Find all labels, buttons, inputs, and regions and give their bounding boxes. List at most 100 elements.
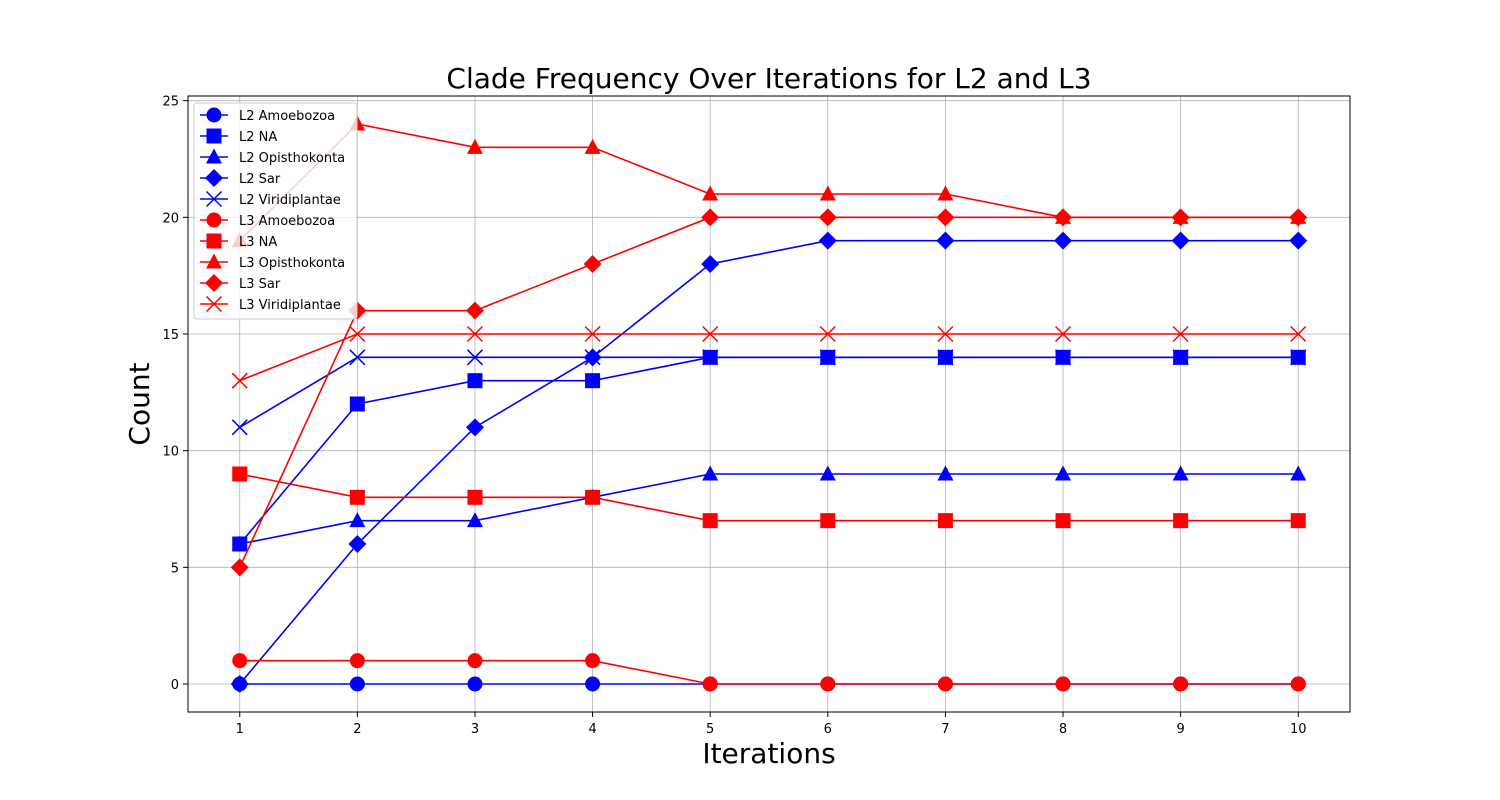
- data-point: [1054, 231, 1073, 250]
- data-point: [467, 653, 483, 669]
- data-point: [466, 349, 484, 366]
- data-point: [1289, 231, 1308, 250]
- legend-entry: L2 Viridiplantae: [200, 190, 341, 208]
- data-point: [349, 489, 365, 505]
- data-point: [231, 419, 248, 436]
- data-point: [585, 489, 601, 505]
- data-point: [584, 349, 601, 366]
- data-point: [466, 138, 483, 154]
- data-point: [349, 349, 366, 366]
- legend-label: L3 Viridiplantae: [239, 298, 341, 313]
- data-point: [1171, 208, 1190, 227]
- legend-entry: L3 Opisthokonta: [200, 253, 345, 271]
- x-tick-label: 8: [1059, 722, 1067, 737]
- data-point: [1171, 231, 1190, 250]
- x-tick-label: 7: [941, 722, 949, 737]
- data-point: [1289, 208, 1308, 227]
- x-tick-label: 1: [236, 722, 244, 737]
- chart-title: Clade Frequency Over Iterations for L2 a…: [446, 62, 1091, 95]
- series-l2-viridiplantae: [231, 349, 1307, 436]
- y-tick-label: 20: [162, 211, 179, 226]
- data-point: [465, 301, 484, 320]
- x-tick-label: 9: [1176, 722, 1184, 737]
- data-point: [585, 653, 601, 669]
- legend-marker: [206, 107, 222, 123]
- data-point: [820, 676, 836, 692]
- data-point: [583, 255, 602, 273]
- data-point: [937, 676, 953, 692]
- data-point: [1054, 325, 1072, 343]
- legend-entry: L3 Amoebozoa: [200, 212, 335, 229]
- data-point: [701, 208, 720, 227]
- data-point: [232, 466, 248, 482]
- y-axis-title: Count: [123, 362, 156, 445]
- legend-marker: [206, 212, 222, 228]
- y-tick-label: 10: [162, 445, 179, 460]
- data-point: [1054, 208, 1073, 227]
- legend-label: L2 NA: [239, 130, 277, 145]
- x-tick-label: 3: [471, 722, 479, 737]
- data-point: [349, 325, 366, 343]
- data-point: [1054, 349, 1072, 366]
- x-tick-label: 4: [588, 722, 596, 737]
- data-point: [466, 512, 483, 528]
- legend-entry: L2 Amoebozoa: [200, 107, 335, 124]
- series-l3-na: [232, 466, 1306, 529]
- data-point: [1173, 676, 1189, 692]
- data-point: [1055, 676, 1071, 692]
- data-point: [584, 138, 601, 154]
- data-point: [936, 208, 955, 227]
- data-point: [1173, 513, 1189, 529]
- legend-marker: [206, 253, 222, 269]
- data-point: [937, 465, 954, 481]
- data-point: [936, 231, 955, 250]
- data-point: [701, 255, 720, 273]
- legend-label: L2 Sar: [239, 172, 281, 187]
- data-point: [1290, 513, 1306, 529]
- data-point: [231, 372, 248, 389]
- data-point: [702, 513, 718, 529]
- series-line: [239, 239, 1299, 685]
- legend-entry: L3 NA: [200, 233, 277, 250]
- data-point: [937, 185, 954, 201]
- x-tick-label: 2: [353, 722, 361, 737]
- data-point: [1290, 465, 1307, 481]
- data-point: [702, 349, 719, 366]
- y-tick-label: 0: [171, 678, 179, 693]
- legend-marker: [205, 190, 223, 208]
- data-point: [1290, 676, 1306, 692]
- axis-ticks: 1 2 3 4 5 6 7 8 9 10 0 5 10 15 20 25: [162, 95, 1306, 737]
- data-point: [230, 675, 249, 693]
- legend-marker: [205, 274, 223, 292]
- data-point: [702, 325, 719, 343]
- data-point: [230, 558, 249, 577]
- legend-entry: L2 NA: [200, 128, 277, 145]
- data-point: [937, 325, 954, 343]
- legend-label: L2 Amoebozoa: [239, 109, 335, 124]
- data-point: [818, 231, 837, 250]
- data-point: [702, 465, 719, 481]
- data-point: [1055, 465, 1072, 481]
- data-point: [820, 513, 836, 529]
- data-point: [585, 373, 601, 389]
- data-point: [349, 396, 365, 412]
- y-tick-label: 5: [171, 561, 179, 576]
- y-tick-label: 25: [162, 95, 179, 110]
- data-point: [349, 676, 365, 692]
- series-line: [239, 659, 1299, 685]
- data-point: [349, 653, 365, 669]
- legend-marker: [205, 295, 223, 313]
- data-point: [1172, 465, 1189, 481]
- x-tick-label: 5: [706, 722, 714, 737]
- legend-entry: L3 Sar: [200, 274, 281, 292]
- series-line: [239, 473, 1299, 522]
- data-point: [466, 325, 484, 343]
- data-point: [1290, 349, 1307, 366]
- legend-label: L3 Sar: [239, 277, 281, 292]
- legend-entry: L2 Sar: [200, 169, 281, 187]
- legend-box: [193, 102, 358, 320]
- legend-label: L3 NA: [239, 235, 277, 250]
- y-tick-label: 15: [162, 328, 179, 343]
- data-point: [349, 512, 366, 528]
